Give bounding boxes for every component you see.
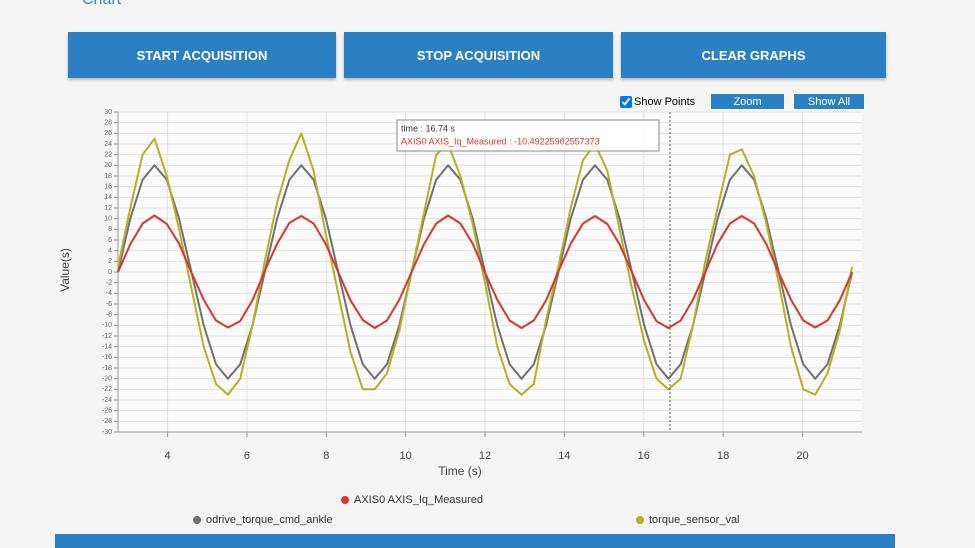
x-tick-label: 8 <box>323 450 329 462</box>
legend-label: AXIS0 AXIS_Iq_Measured <box>354 494 483 506</box>
y-tick-label: 4 <box>108 248 112 255</box>
y-tick-label: -14 <box>102 344 112 351</box>
y-tick-label: 28 <box>104 120 112 127</box>
y-tick-label: -12 <box>102 333 112 340</box>
y-tick-label: -4 <box>106 290 112 297</box>
x-tick-label: 14 <box>558 450 570 462</box>
y-tick-label: 24 <box>104 141 112 148</box>
bottom-bar <box>55 534 895 548</box>
show-points-label: Show Points <box>634 95 696 108</box>
x-axis-label: Time (s) <box>438 464 482 478</box>
y-tick-label: -8 <box>106 312 112 319</box>
y-tick-label: -20 <box>102 376 112 383</box>
y-tick-label: -22 <box>102 386 112 393</box>
tooltip-value: AXIS0 AXIS_Iq_Measured : -10.49225902557… <box>401 136 600 146</box>
x-tick-label: 4 <box>165 450 171 462</box>
plot-area: -30-28-26-24-22-20-18-16-14-12-10-8-6-4-… <box>102 109 862 462</box>
legend-marker <box>193 516 201 524</box>
stop-button[interactable]: STOP ACQUISITION <box>344 32 613 78</box>
page-title: Chart <box>82 0 121 9</box>
legend-label: torque_sensor_val <box>649 514 740 526</box>
clear-button[interactable]: CLEAR GRAPHS <box>621 32 886 78</box>
y-tick-label: 26 <box>104 130 112 137</box>
x-tick-label: 6 <box>244 450 250 462</box>
y-tick-label: -28 <box>102 418 112 425</box>
x-tick-label: 18 <box>717 450 729 462</box>
y-tick-label: 22 <box>104 152 112 159</box>
y-tick-label: 20 <box>104 162 112 169</box>
y-tick-label: -2 <box>106 280 112 287</box>
y-tick-label: -10 <box>102 322 112 329</box>
start-button[interactable]: START ACQUISITION <box>68 32 336 78</box>
y-tick-label: 12 <box>104 205 112 212</box>
series-line <box>117 132 854 396</box>
show-points-checkbox[interactable] <box>620 95 632 108</box>
series-line <box>117 214 854 329</box>
y-tick-label: 8 <box>108 226 112 233</box>
x-tick-label: 20 <box>796 450 808 462</box>
y-tick-label: -30 <box>102 429 112 436</box>
y-tick-label: -18 <box>102 365 112 372</box>
y-tick-label: 6 <box>108 237 112 244</box>
y-tick-label: 0 <box>108 269 112 276</box>
show-points-control[interactable]: Show Points <box>620 94 695 109</box>
show-all-button[interactable]: Show All <box>794 94 864 109</box>
y-tick-label: 30 <box>104 109 112 116</box>
y-tick-label: -6 <box>106 301 112 308</box>
y-tick-label: 16 <box>104 184 112 191</box>
legend-marker <box>341 496 349 504</box>
x-tick-label: 16 <box>638 450 650 462</box>
y-tick-label: 10 <box>104 216 112 223</box>
y-axis-label: Value(s) <box>58 248 72 292</box>
x-tick-label: 10 <box>400 450 412 462</box>
y-tick-label: 14 <box>104 194 112 201</box>
y-tick-label: 2 <box>108 258 112 265</box>
legend-marker <box>636 516 644 524</box>
y-tick-label: 18 <box>104 173 112 180</box>
y-tick-label: -26 <box>102 408 112 415</box>
y-tick-label: -16 <box>102 354 112 361</box>
y-tick-label: -24 <box>102 397 112 404</box>
tooltip-time: time : 16.74 s <box>401 123 456 133</box>
tooltip-box <box>396 119 660 152</box>
zoom-button[interactable]: Zoom <box>711 94 784 109</box>
legend: AXIS0 AXIS_Iq_Measured odrive_torque_cmd_… <box>193 494 740 526</box>
legend-label: odrive_torque_cmd_ankle <box>206 514 333 526</box>
x-tick-label: 12 <box>479 450 491 462</box>
